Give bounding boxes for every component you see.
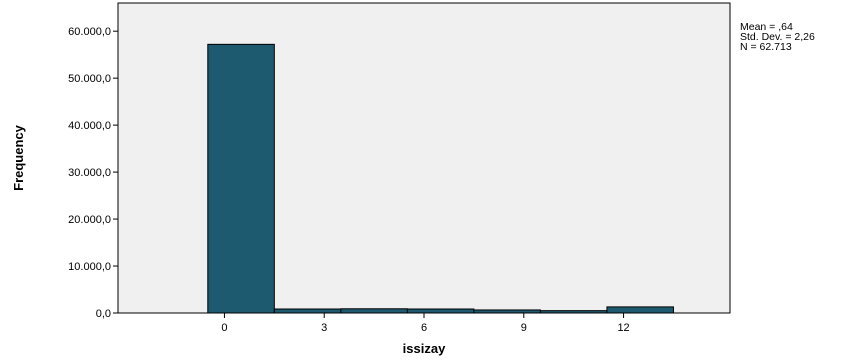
bars-group <box>207 43 674 314</box>
y-tick-label-2: 20.000,0 <box>68 214 111 226</box>
x-tick-label-0: 0 <box>221 322 227 334</box>
histogram-bar-2 <box>340 308 408 314</box>
mean-stat: Mean = ,64 <box>740 21 793 33</box>
histogram-bar-6 <box>606 306 674 314</box>
x-axis-title: issizay <box>403 341 446 356</box>
y-tick-label-4: 40.000,0 <box>68 120 111 132</box>
y-tick-label-0: 0,0 <box>96 308 111 320</box>
x-tick-label-4: 12 <box>617 322 629 334</box>
y-tick-label-5: 50.000,0 <box>68 73 111 85</box>
statistics-box: Mean = ,64 Std. Dev. = 2,26 N = 62.713 <box>740 21 815 53</box>
histogram-bar-5 <box>539 310 608 314</box>
histogram-bar-3 <box>406 308 475 314</box>
x-tick-label-1: 3 <box>321 322 327 334</box>
x-axis: 0 3 6 9 12 <box>221 313 630 334</box>
histogram-bar-0 <box>207 43 275 314</box>
histogram-bar-4 <box>473 309 541 314</box>
std-dev-stat: Std. Dev. = 2,26 <box>740 31 815 43</box>
x-tick-label-2: 6 <box>421 322 427 334</box>
y-axis: 0,0 10.000,0 20.000,0 30.000,0 40.000,0 50.00… <box>68 26 118 320</box>
y-tick-label-3: 30.000,0 <box>68 167 111 179</box>
n-stat: N = 62.713 <box>740 41 792 53</box>
y-axis-title: Frequency <box>11 124 26 191</box>
x-tick-label-3: 9 <box>521 322 527 334</box>
y-tick-label-1: 10.000,0 <box>68 261 111 273</box>
y-tick-label-6: 60.000,0 <box>68 26 111 38</box>
histogram-bar-1 <box>273 308 342 314</box>
